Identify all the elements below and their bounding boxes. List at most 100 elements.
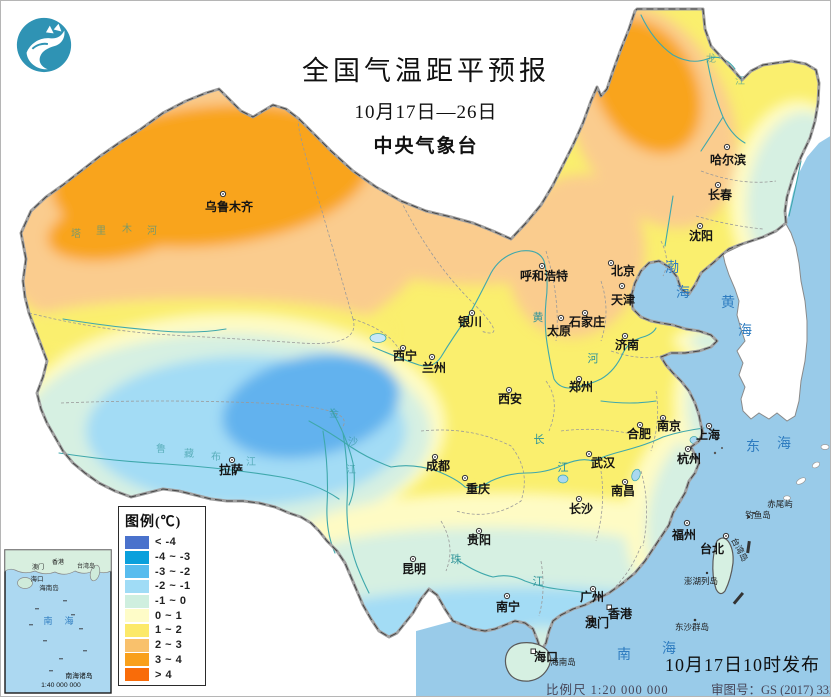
city-hefei: 合肥 xyxy=(627,421,651,441)
svg-text:北京: 北京 xyxy=(611,263,635,278)
svg-text:乌鲁木齐: 乌鲁木齐 xyxy=(205,199,254,214)
sea-label-yellowsea: 黄 xyxy=(721,294,735,311)
river-label-yarlung: 布 xyxy=(211,451,221,463)
city-tianjin: 天津 xyxy=(611,282,635,307)
svg-text:成都: 成都 xyxy=(426,458,450,473)
legend-row: 1 ~ 2 xyxy=(125,623,205,638)
svg-text:海口: 海口 xyxy=(534,649,558,664)
map-scale: 比例尺 1:20 000 000 xyxy=(546,683,669,697)
city-hohhot: 呼和浩特 xyxy=(520,262,568,283)
river-label-jinsha: 江 xyxy=(346,464,356,476)
river-label-pearl: 江 xyxy=(533,575,544,588)
city-haikou: 海口 xyxy=(530,648,558,664)
island-label-diaoyu: 钓鱼岛 xyxy=(745,510,771,520)
inset-label-hongkong: 香港 xyxy=(52,558,64,566)
sea-label-bohai: 渤 xyxy=(665,260,679,276)
city-shanghai: 上海 xyxy=(696,422,720,442)
city-layer: 哈尔滨 长春 沈阳 北京 天津 石家庄 太原 济南 呼和浩特 银川 兰州 西宁 … xyxy=(205,143,746,664)
legend-swatch xyxy=(125,550,149,564)
legend-row: -1 ~ 0 xyxy=(125,594,205,609)
city-beijing: 北京 xyxy=(607,259,635,278)
city-taiyuan: 太原 xyxy=(547,314,571,338)
river-label-tarim: 里 xyxy=(96,225,106,237)
svg-text:济南: 济南 xyxy=(615,337,639,352)
legend-row: 0 ~ 1 xyxy=(125,608,205,623)
river-label-heilong: 江 xyxy=(735,75,745,87)
city-urumqi: 乌鲁木齐 xyxy=(205,190,254,214)
rivers xyxy=(58,14,802,594)
city-xining: 西宁 xyxy=(393,344,417,363)
province-borders xyxy=(28,120,777,617)
city-fuzhou: 福州 xyxy=(671,519,696,542)
svg-text:天津: 天津 xyxy=(611,292,635,307)
city-nanjing: 南京 xyxy=(657,414,681,433)
inset-map: 澳门 香港 台湾岛 海口 海南岛 南 海 南海诸岛 1:40 000 000 xyxy=(4,549,112,694)
sea-label-southsea: 南 xyxy=(617,647,631,663)
city-chongqing: 重庆 xyxy=(461,474,490,496)
title-block: 全国气温距平预报 10月17日—26日 中央气象台 xyxy=(251,49,601,158)
taiwan-island xyxy=(712,537,734,595)
legend-title: 图例(℃) xyxy=(125,515,182,530)
svg-text:南昌: 南昌 xyxy=(611,483,635,498)
river-label-tarim: 木 xyxy=(122,223,132,235)
legend-row: -4 ~ -3 xyxy=(125,550,205,565)
island-label-chiwei: 赤尾屿 xyxy=(767,499,793,509)
city-lanzhou: 兰州 xyxy=(422,353,446,375)
inset-islands-label: 南海诸岛 xyxy=(65,671,92,680)
svg-text:重庆: 重庆 xyxy=(466,481,490,496)
city-chengdu: 成都 xyxy=(426,453,450,473)
forecast-date-range: 10月17日—26日 xyxy=(354,102,498,123)
legend-swatch xyxy=(125,668,149,682)
river-label-yarlung: 鲁 xyxy=(156,442,166,455)
svg-text:兰州: 兰州 xyxy=(422,360,446,375)
city-macau: 澳门 xyxy=(585,615,609,630)
city-xian: 西安 xyxy=(498,386,522,406)
svg-text:西宁: 西宁 xyxy=(393,348,417,363)
svg-text:呼和浩特: 呼和浩特 xyxy=(520,268,568,283)
svg-text:贵阳: 贵阳 xyxy=(467,532,491,547)
svg-text:长春: 长春 xyxy=(708,187,733,202)
national-border xyxy=(19,7,821,653)
svg-text:太原: 太原 xyxy=(547,323,571,338)
city-shijiazhuang: 石家庄 xyxy=(568,309,605,329)
city-changchun: 长春 xyxy=(708,181,733,202)
svg-text:沈阳: 沈阳 xyxy=(689,228,713,243)
city-harbin: 哈尔滨 xyxy=(710,143,746,167)
inset-label-hainan: 海南岛 xyxy=(39,583,59,592)
legend: 图例(℃) < -4 -4 ~ -3 -3 ~ -2 -2 ~ -1 -1 ~ … xyxy=(118,506,206,686)
svg-text:杭州: 杭州 xyxy=(677,451,701,466)
island-label-hainan: 海南岛 xyxy=(550,657,576,667)
svg-text:武汉: 武汉 xyxy=(591,455,616,470)
sea-label-southsea: 海 xyxy=(662,641,676,657)
svg-text:合肥: 合肥 xyxy=(627,426,651,441)
svg-text:哈尔滨: 哈尔滨 xyxy=(710,152,746,167)
svg-text:长沙: 长沙 xyxy=(569,501,593,516)
sea-label-yellowsea: 海 xyxy=(738,323,752,339)
sea-labels: 渤 海 黄 海 东 海 南 海 xyxy=(617,260,791,663)
svg-text:昆明: 昆明 xyxy=(402,562,426,576)
city-wuhan: 武汉 xyxy=(585,450,616,470)
inset-label-macau: 澳门 xyxy=(32,563,44,571)
svg-text:拉萨: 拉萨 xyxy=(219,462,243,477)
legend-row: -2 ~ -1 xyxy=(125,579,205,594)
legend-row: 2 ~ 3 xyxy=(125,638,205,653)
city-kunming: 昆明 xyxy=(402,555,426,576)
river-label-yangtze: 长 xyxy=(534,433,545,446)
svg-text:银川: 银川 xyxy=(458,314,482,329)
city-guiyang: 贵阳 xyxy=(467,527,491,547)
river-label-yarlung: 藏 xyxy=(184,448,194,460)
sea-label-eastsea: 东 xyxy=(746,439,760,455)
svg-text:台北: 台北 xyxy=(700,541,724,556)
city-guangzhou: 广州 xyxy=(580,585,604,604)
city-nanning: 南宁 xyxy=(496,592,520,614)
island-label-penghu: 澎湖列岛 xyxy=(684,576,718,586)
svg-text:香港: 香港 xyxy=(607,606,633,621)
city-hangzhou: 杭州 xyxy=(677,445,701,466)
city-hongkong: 香港 xyxy=(606,604,633,621)
city-yinchuan: 银川 xyxy=(458,309,482,329)
svg-text:郑州: 郑州 xyxy=(569,379,593,394)
svg-text:西安: 西安 xyxy=(498,391,522,406)
svg-text:南宁: 南宁 xyxy=(496,599,520,614)
city-changsha: 长沙 xyxy=(569,495,593,516)
